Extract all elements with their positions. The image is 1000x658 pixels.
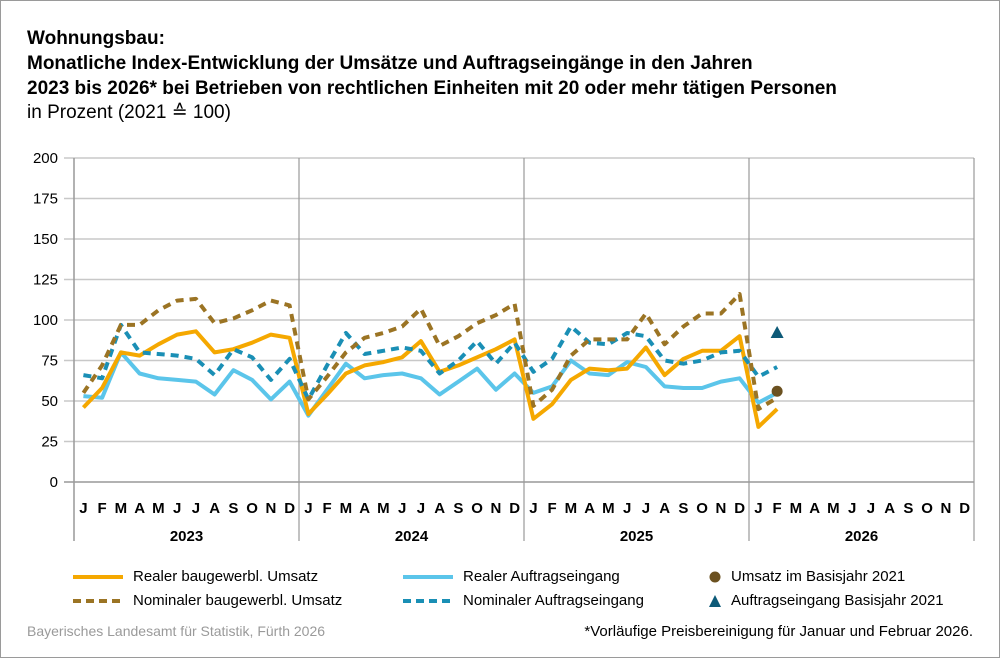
x-tick-label: A [659, 500, 670, 517]
y-tick-label: 25 [41, 434, 58, 451]
x-tick-label: M [115, 500, 128, 517]
x-tick-label: J [754, 500, 762, 517]
x-tick-label: A [584, 500, 595, 517]
year-label: 2024 [395, 528, 429, 545]
year-label: 2025 [620, 528, 653, 545]
legend-item-real-umsatz: Realer baugewerbl. Umsatz [73, 568, 319, 585]
series-line-0 [81, 329, 779, 429]
source-text: Bayerisches Landesamt für Statistik, Für… [27, 623, 326, 639]
x-tick-label: O [696, 500, 708, 517]
x-tick-label: D [509, 500, 520, 517]
x-tick-label: J [848, 500, 856, 517]
footnote: *Vorläufige Preisbereinigung für Januar … [584, 623, 973, 640]
x-tick-label: S [903, 500, 913, 517]
series-line-3 [83, 322, 779, 402]
year-label: 2023 [170, 528, 203, 545]
x-tick-label: F [323, 500, 332, 517]
legend-item-umsatz-basisjahr: Umsatz im Basisjahr 2021 [709, 568, 905, 585]
legend-item-nominal-auftragseingang: Nominaler Auftragseingang [403, 592, 644, 609]
chart-title-line-3: 2023 bis 2026* bei Betrieben von rechtli… [27, 78, 837, 99]
year-label: 2026 [845, 528, 878, 545]
x-tick-label: M [377, 500, 390, 517]
x-tick-label: A [434, 500, 445, 517]
x-tick-label: A [809, 500, 820, 517]
y-tick-label: 100 [33, 312, 58, 329]
chart-title-line-2: Monatliche Index-Entwicklung der Umsätze… [27, 53, 753, 74]
series-line-1 [81, 292, 779, 412]
x-tick-label: A [884, 500, 895, 517]
x-tick-label: A [359, 500, 370, 517]
x-tick-label: M [340, 500, 353, 517]
x-tick-label: S [228, 500, 238, 517]
y-tick-label: 150 [33, 231, 58, 248]
y-tick-label: 75 [41, 353, 58, 370]
x-tick-label: N [715, 500, 726, 517]
x-tick-label: N [265, 500, 276, 517]
x-tick-label: D [959, 500, 970, 517]
marker-umsatz-basisjahr [771, 385, 783, 397]
legend-item-real-auftragseingang: Realer Auftragseingang [403, 568, 620, 585]
x-tick-label: M [602, 500, 615, 517]
x-tick-label: J [79, 500, 87, 517]
x-tick-label: D [734, 500, 745, 517]
x-tick-label: J [304, 500, 312, 517]
y-tick-label: 125 [33, 272, 58, 289]
x-tick-label: F [98, 500, 107, 517]
x-tick-label: N [490, 500, 501, 517]
x-tick-label: M [827, 500, 840, 517]
x-tick-label: O [921, 500, 933, 517]
x-tick-label: J [529, 500, 537, 517]
y-tick-label: 175 [33, 191, 58, 208]
series-line-2 [83, 350, 779, 418]
x-tick-label: J [398, 500, 406, 517]
marker-auftragseingang-basisjahr [770, 325, 784, 338]
x-tick-label: J [623, 500, 631, 517]
x-tick-label: O [471, 500, 483, 517]
x-tick-label: F [773, 500, 782, 517]
x-tick-label: J [192, 500, 200, 517]
x-tick-label: M [790, 500, 803, 517]
x-tick-label: S [678, 500, 688, 517]
x-tick-label: N [940, 500, 951, 517]
x-tick-label: F [548, 500, 557, 517]
chart-subtitle: in Prozent (2021 ≙ 100) [27, 102, 231, 123]
x-tick-label: J [642, 500, 650, 517]
chart-title-line-1: Wohnungsbau: [27, 28, 165, 49]
x-tick-label: M [565, 500, 578, 517]
y-tick-label: 50 [41, 393, 58, 410]
x-tick-label: J [867, 500, 875, 517]
x-tick-label: O [246, 500, 258, 517]
x-tick-label: D [284, 500, 295, 517]
x-tick-label: M [152, 500, 165, 517]
x-tick-label: A [209, 500, 220, 517]
x-tick-label: J [417, 500, 425, 517]
y-tick-label: 0 [50, 474, 58, 491]
x-tick-label: A [134, 500, 145, 517]
x-tick-label: S [453, 500, 463, 517]
legend-item-auftragseingang-basisjahr: Auftragseingang Basisjahr 2021 [709, 592, 944, 609]
legend-item-nominal-umsatz: Nominaler baugewerbl. Umsatz [73, 592, 343, 609]
y-tick-label: 200 [33, 150, 58, 167]
x-tick-label: J [173, 500, 181, 517]
